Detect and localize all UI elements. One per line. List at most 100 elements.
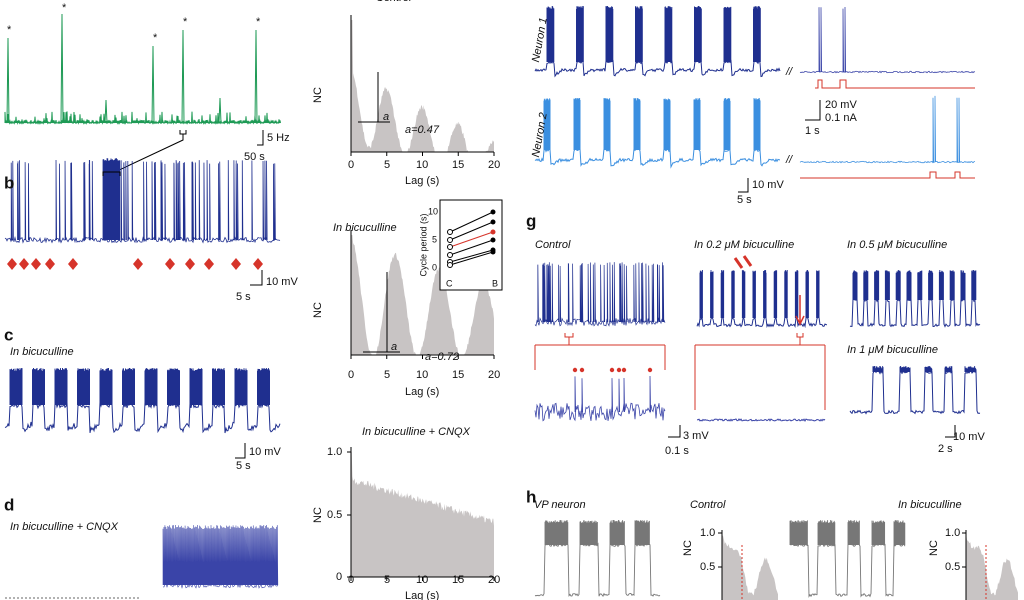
label: 10 mV [266, 276, 298, 288]
label: 0 [348, 369, 354, 381]
label: 5 [384, 159, 390, 171]
label: a=0.47 [405, 124, 440, 136]
label: B [492, 278, 498, 288]
amplitude-marker [363, 272, 400, 353]
label: 10 mV [752, 179, 784, 191]
label: 5 Hz [267, 132, 290, 144]
scale-bar [250, 270, 263, 286]
label: b [4, 173, 14, 192]
label: 5 [384, 574, 390, 586]
amplitude-marker [358, 72, 390, 123]
inset-point [490, 229, 496, 235]
trace [799, 95, 976, 164]
label: 0.1 s [665, 445, 689, 457]
label: Control [690, 499, 726, 511]
label: In bicuculline + CNQX [362, 426, 471, 438]
label: g [526, 211, 536, 230]
event-dot [621, 367, 627, 373]
trace [4, 368, 281, 434]
inset-point [490, 219, 496, 225]
label: 5 [384, 369, 390, 381]
label: 0 [432, 262, 437, 272]
label: // [785, 66, 793, 78]
label: In 0.2 μM bicuculline [694, 239, 794, 251]
event-marker [133, 258, 143, 270]
trace [534, 262, 666, 327]
label: 0 [336, 571, 342, 583]
trace [4, 158, 281, 244]
label: VP neuron [534, 499, 586, 511]
event-marker [253, 258, 263, 270]
label: In 1 μM bicuculline [847, 344, 938, 356]
trace [534, 6, 781, 78]
label: 1.0 [700, 527, 715, 539]
inset-line [449, 231, 494, 248]
inset-line [449, 221, 494, 241]
label: In bicuculline [10, 346, 74, 358]
label: 5 s [737, 194, 752, 206]
label: 10 [416, 159, 428, 171]
label: 0.5 [700, 561, 715, 573]
label: 20 [488, 574, 500, 586]
scale-bar [257, 130, 264, 146]
label: 0.5 [327, 509, 342, 521]
scale-bar [738, 178, 749, 193]
event-marker [204, 258, 214, 270]
zoom-bracket [694, 333, 826, 410]
inset-point [490, 209, 496, 215]
label: 10 mV [953, 431, 985, 443]
label: a [383, 111, 389, 123]
label: 0.1 nA [825, 112, 857, 124]
label: In bicuculline [898, 499, 962, 511]
label: NC [312, 302, 324, 318]
autocorrelogram [351, 452, 494, 577]
label: Control [376, 0, 412, 4]
label: In bicuculline [333, 222, 397, 234]
label: 15 [452, 369, 464, 381]
label: 10 mV [249, 446, 281, 458]
label: 15 [452, 159, 464, 171]
label: NC [682, 540, 694, 556]
zoom-bracket [114, 130, 187, 173]
label: NC [312, 87, 324, 103]
label: 5 [432, 234, 437, 244]
inset-line [449, 251, 494, 266]
label: 3 mV [683, 430, 709, 442]
label: * [62, 2, 67, 14]
label: 20 [488, 159, 500, 171]
label: * [256, 16, 261, 28]
label: a [391, 341, 397, 353]
arrow [795, 295, 805, 326]
event-dot [572, 367, 578, 373]
trace [789, 520, 906, 598]
scale-bar [945, 425, 956, 438]
label: 1 s [805, 125, 820, 137]
label: Control [535, 239, 571, 251]
inset-point [490, 249, 496, 255]
inset-point [447, 237, 453, 243]
trace [849, 270, 981, 328]
event-marker [165, 258, 175, 270]
autocorrelogram [722, 535, 778, 600]
label: // [785, 154, 793, 166]
event-dot [579, 367, 585, 373]
event-marker [68, 258, 78, 270]
label: 10 [428, 206, 438, 216]
event-marker [45, 258, 55, 270]
label: c [4, 325, 13, 344]
inset-line [449, 211, 494, 233]
label: 1.0 [945, 527, 960, 539]
trace [534, 375, 666, 422]
label: 0 [348, 574, 354, 586]
label: 20 [488, 369, 500, 381]
inset-point [447, 252, 453, 258]
event-marker [185, 258, 195, 270]
event-marker [7, 258, 17, 270]
trace [799, 6, 976, 74]
label: 5 s [236, 291, 251, 303]
scale-bar [235, 443, 246, 459]
trace [534, 98, 781, 169]
label: 5 s [236, 460, 251, 472]
label: NC [928, 540, 940, 556]
label: C [446, 278, 453, 288]
